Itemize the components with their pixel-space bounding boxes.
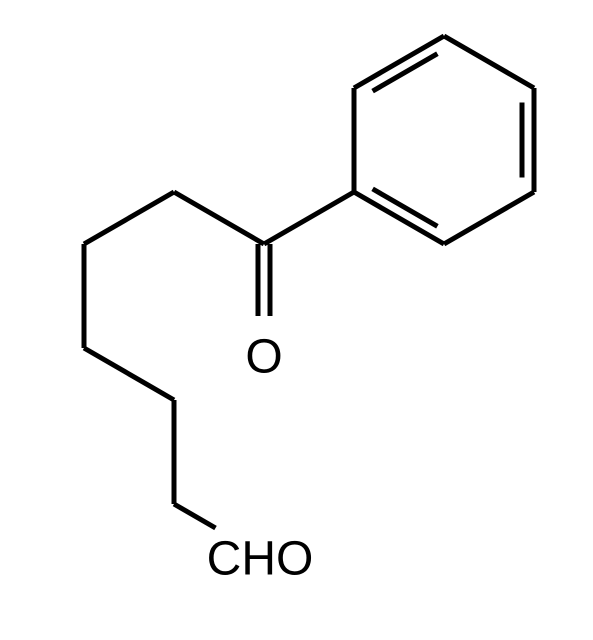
labels-layer: O CHO: [207, 331, 314, 586]
molecule-svg: O CHO: [0, 0, 593, 640]
bond-line: [354, 192, 444, 244]
bond-line: [84, 192, 174, 244]
bonds-layer: [84, 36, 534, 528]
atom-label: O: [245, 331, 282, 384]
bond-line: [264, 192, 354, 244]
atom-label: CHO: [207, 533, 314, 586]
bond-line: [174, 504, 216, 528]
bond-line: [444, 36, 534, 88]
bond-line: [354, 36, 444, 88]
bond-line: [84, 348, 174, 400]
bond-line: [444, 192, 534, 244]
bond-line: [174, 192, 264, 244]
